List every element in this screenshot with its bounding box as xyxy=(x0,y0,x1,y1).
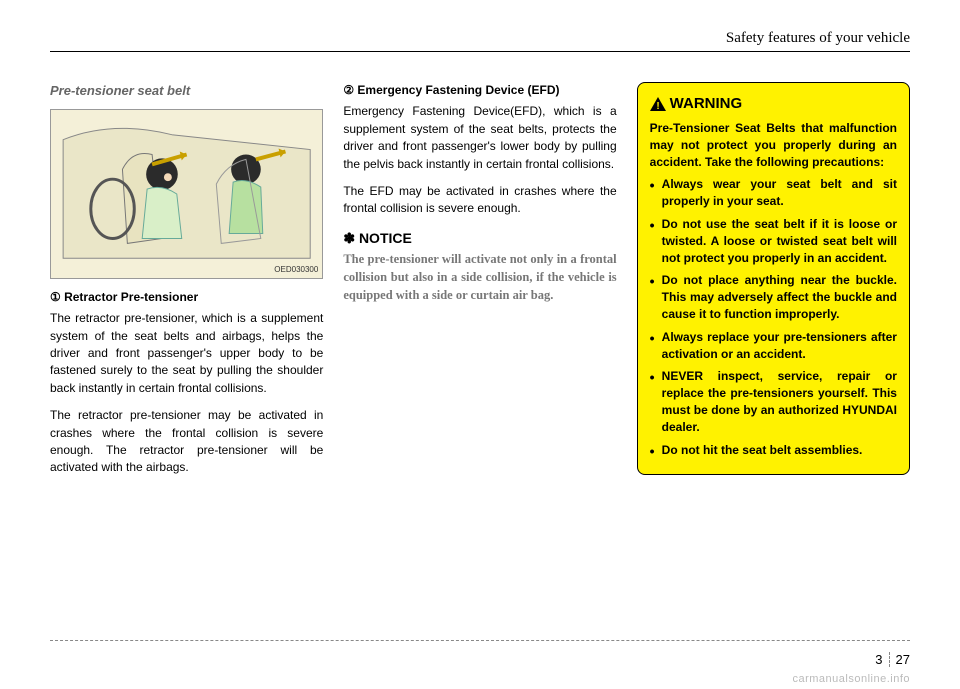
efd-p2: The EFD may be activated in crashes wher… xyxy=(343,183,616,218)
warning-list: Always wear your seat belt and sit prope… xyxy=(650,176,897,458)
retractor-p1: The retractor pre-tensioner, which is a … xyxy=(50,310,323,397)
column-1: Pre-tensioner seat belt xyxy=(50,82,323,487)
column-3: ! WARNING Pre-Tensioner Seat Belts that … xyxy=(637,82,910,487)
watermark: carmanualsonline.info xyxy=(792,673,910,685)
retractor-p2: The retractor pre-tensioner may be activ… xyxy=(50,407,323,477)
warning-icon: ! xyxy=(650,97,666,111)
warning-item: Do not hit the seat belt assemblies. xyxy=(650,442,897,459)
figure-code: OED030300 xyxy=(274,264,318,276)
warning-box: ! WARNING Pre-Tensioner Seat Belts that … xyxy=(637,82,910,475)
header-title: Safety features of your vehicle xyxy=(726,30,910,46)
page-header: Safety features of your vehicle xyxy=(50,30,910,52)
warning-item: NEVER inspect, service, repair or replac… xyxy=(650,368,897,435)
efd-p1: Emergency Fastening Device(EFD), which i… xyxy=(343,103,616,173)
chapter-number: 3 xyxy=(875,652,889,667)
manual-page: Safety features of your vehicle Pre-tens… xyxy=(0,0,960,689)
content-columns: Pre-tensioner seat belt xyxy=(50,82,910,487)
notice-body: The pre-tensioner will activate not only… xyxy=(343,250,616,304)
seatbelt-illustration xyxy=(51,110,322,278)
pretensioner-subhead: Pre-tensioner seat belt xyxy=(50,82,323,101)
warning-item: Always replace your pre-tensioners after… xyxy=(650,329,897,363)
warning-item: Do not use the seat belt if it is loose … xyxy=(650,216,897,266)
warning-heading: ! WARNING xyxy=(650,93,897,114)
efd-heading: ② Emergency Fastening Device (EFD) xyxy=(343,82,616,99)
warning-item: Always wear your seat belt and sit prope… xyxy=(650,176,897,210)
retractor-heading: ① Retractor Pre-tensioner xyxy=(50,289,323,306)
warning-intro: Pre-Tensioner Seat Belts that malfunctio… xyxy=(650,120,897,170)
page-number: 3 27 xyxy=(875,652,910,667)
column-2: ② Emergency Fastening Device (EFD) Emerg… xyxy=(343,82,616,487)
page-number-value: 27 xyxy=(896,652,910,667)
warning-item: Do not place anything near the buckle. T… xyxy=(650,272,897,322)
warning-label: WARNING xyxy=(670,93,743,114)
footer-rule xyxy=(50,640,910,641)
notice-heading: ✽ NOTICE xyxy=(343,228,616,248)
svg-text:!: ! xyxy=(656,101,659,111)
pretensioner-figure: OED030300 xyxy=(50,109,323,279)
